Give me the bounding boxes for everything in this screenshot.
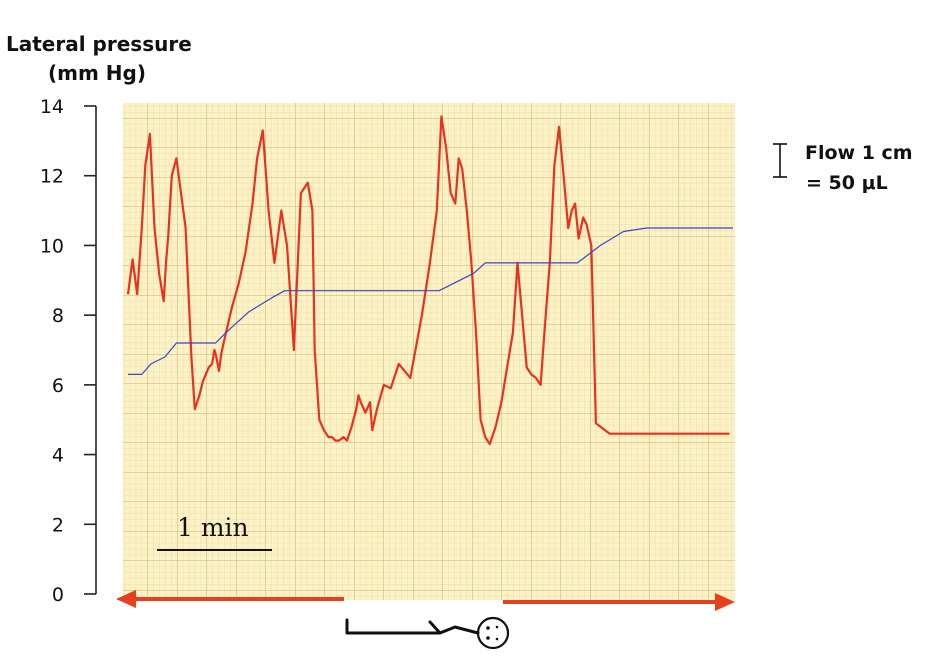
grid-coarse [123,103,735,600]
y-tick-label: 2 [52,514,64,536]
time-arrow-right [503,593,735,611]
flow-scale-icon [773,143,787,178]
y-tick-label: 10 [40,235,64,257]
reclining-person-icon [345,616,510,650]
flow-trace [128,227,733,375]
pressure-trace [126,115,730,446]
y-tick-label: 12 [40,166,64,188]
y-tick-label: 14 [40,96,64,118]
time-arrow-left [116,590,344,608]
scale-bar-label: 1 min [177,513,249,542]
y-axis-title-line2: (mm Hg) [48,61,146,85]
y-tick-label: 4 [52,445,64,467]
flow-note-line1: Flow 1 cm [805,142,913,164]
y-axis-title-line1: Lateral pressure [6,32,192,56]
flow-note-line2: = 50 μL [806,172,888,194]
y-tick-label: 6 [52,375,64,397]
y-tick-label: 0 [52,584,64,606]
y-tick-label: 8 [52,305,64,327]
